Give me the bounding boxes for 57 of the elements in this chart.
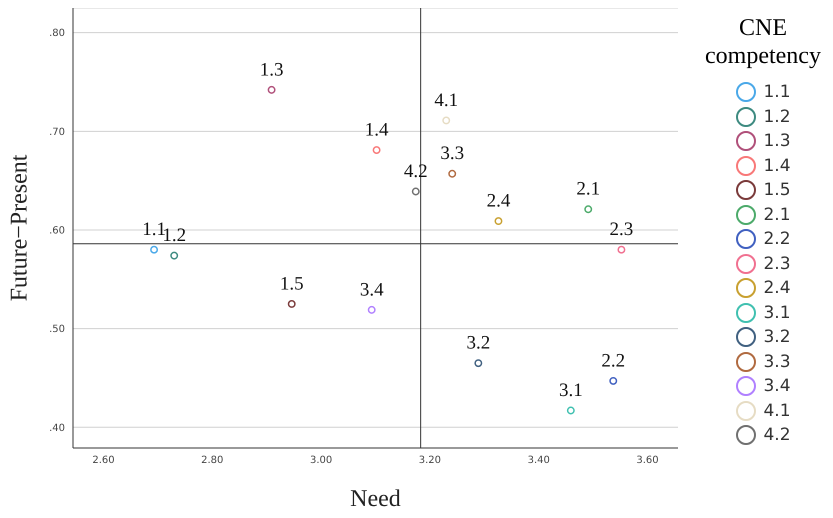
point <box>368 306 376 314</box>
legend-label: 4.2 <box>763 425 791 446</box>
x-tick-label: 3.00 <box>310 455 332 466</box>
point <box>412 188 420 196</box>
legend-label: 2.1 <box>763 204 791 225</box>
y-tick-label: .70 <box>49 126 65 138</box>
text: 2.3 <box>610 219 634 240</box>
text: 2.2 <box>601 350 626 372</box>
y-axis-title: Future−Present <box>6 154 33 302</box>
legend-label: 3.1 <box>763 302 791 323</box>
x-tick-label: 3.40 <box>528 455 550 466</box>
point <box>494 217 502 226</box>
text: 1.4 <box>364 120 388 141</box>
text: 3.1 <box>558 380 583 401</box>
legend-label: 1.1 <box>763 82 791 102</box>
text: 3.3 <box>440 143 464 164</box>
legend-label: 2.3 <box>763 254 791 274</box>
text: 1.3 <box>260 59 284 80</box>
text: 1.1 <box>142 219 166 240</box>
x-tick-label: 2.80 <box>201 455 224 466</box>
point <box>566 406 575 414</box>
point <box>448 170 456 178</box>
x-tick-label: 3.20 <box>418 455 442 466</box>
x-axis-title: Need <box>350 486 401 512</box>
legend-label: 4.1 <box>763 400 791 421</box>
point <box>150 246 158 254</box>
point <box>617 246 626 254</box>
legend-label: 1.4 <box>763 156 791 176</box>
y-tick-label: .40 <box>49 422 65 434</box>
text: 2.1 <box>576 178 600 200</box>
point <box>442 116 450 124</box>
legend-title: CNE competency <box>704 14 822 70</box>
legend-label: 1.3 <box>763 131 791 152</box>
y-tick-label: .80 <box>49 28 65 40</box>
legend-label: 1.5 <box>763 180 791 200</box>
point <box>609 376 618 385</box>
point <box>474 359 482 368</box>
x-tick-label: 2.60 <box>92 455 115 466</box>
text: 2.4 <box>486 190 510 212</box>
text: 4.1 <box>434 90 458 111</box>
text: 3.2 <box>466 332 490 354</box>
legend-label: 3.2 <box>763 327 791 348</box>
point <box>288 300 296 308</box>
text: 1.5 <box>280 273 304 294</box>
point <box>170 252 178 260</box>
text: 3.4 <box>360 279 384 300</box>
legend-label: 1.2 <box>763 106 791 127</box>
legend-label: 2.4 <box>763 278 791 298</box>
point <box>268 86 276 94</box>
y-tick-label: .50 <box>49 324 65 336</box>
legend-label: 3.4 <box>763 376 791 396</box>
legend-label: 3.3 <box>763 352 791 372</box>
x-tick-label: 3.60 <box>636 455 659 466</box>
y-tick-label: .60 <box>49 226 65 237</box>
point <box>584 205 592 214</box>
point <box>372 146 381 154</box>
legend-label: 2.2 <box>763 229 791 250</box>
